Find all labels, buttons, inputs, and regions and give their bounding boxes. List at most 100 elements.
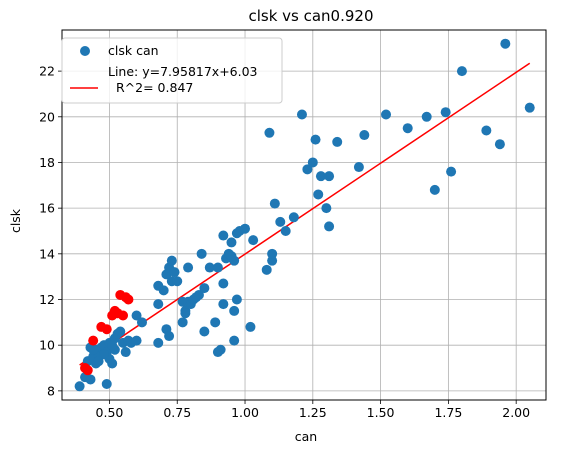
data-point: [226, 251, 237, 262]
data-point: [210, 317, 221, 328]
x-tick-label: 1.00: [231, 405, 259, 420]
data-point: [229, 335, 240, 346]
data-point: [269, 198, 280, 209]
data-point: [440, 107, 451, 118]
data-point: [120, 347, 131, 358]
data-point: [99, 349, 110, 360]
data-point: [204, 262, 215, 273]
legend-scatter-marker: [80, 46, 90, 56]
data-point: [199, 326, 210, 337]
x-tick-label: 1.75: [434, 405, 462, 420]
data-point: [332, 136, 343, 147]
legend-line-label: Line: y=7.95817x+6.03: [108, 64, 258, 79]
data-point: [421, 111, 432, 122]
data-point: [153, 337, 164, 348]
points-layer: [74, 38, 535, 392]
data-point: [324, 221, 335, 232]
x-tick-label: 2.00: [502, 405, 530, 420]
data-point: [215, 344, 226, 355]
chart-title: clsk vs can0.920: [248, 7, 373, 25]
legend: clsk can Line: y=7.95817x+6.03 R^2= 0.84…: [61, 37, 283, 104]
data-point: [169, 267, 180, 278]
data-point: [313, 189, 324, 200]
data-point: [261, 264, 272, 275]
data-point: [267, 248, 278, 259]
legend-frame: [61, 37, 283, 104]
data-point: [359, 130, 370, 141]
highlight-point: [101, 324, 112, 335]
data-point: [218, 299, 229, 310]
data-point: [229, 305, 240, 316]
data-point: [264, 127, 275, 138]
y-axis-ticks: 8 10 12 14 16 18 20 22: [39, 64, 62, 398]
x-tick-label: 1.25: [299, 405, 327, 420]
data-point: [164, 331, 175, 342]
data-point: [199, 283, 210, 294]
data-point: [115, 326, 126, 337]
data-point: [218, 230, 229, 241]
data-point: [226, 237, 237, 248]
y-tick-label: 20: [39, 109, 55, 124]
data-point: [107, 358, 118, 369]
data-point: [74, 381, 85, 392]
x-axis-ticks: 0.50 0.75 1.00 1.25 1.50 1.75 2.00: [96, 400, 530, 420]
data-point: [500, 38, 511, 49]
data-point: [180, 308, 191, 319]
data-point: [248, 235, 259, 246]
y-tick-label: 10: [39, 338, 55, 353]
data-point: [324, 171, 335, 182]
x-axis-label: can: [295, 429, 317, 444]
y-tick-label: 22: [39, 64, 55, 79]
data-point: [456, 66, 467, 77]
data-point: [353, 162, 364, 173]
data-point: [315, 171, 326, 182]
data-point: [307, 157, 318, 168]
data-point: [218, 278, 229, 289]
data-point: [240, 223, 251, 234]
y-tick-label: 8: [47, 383, 55, 398]
data-point: [267, 255, 278, 266]
data-point: [131, 310, 142, 321]
data-point: [429, 184, 440, 195]
data-point: [85, 374, 96, 385]
data-point: [302, 164, 313, 175]
data-point: [446, 166, 457, 177]
y-tick-label: 18: [39, 155, 55, 170]
x-tick-label: 0.75: [163, 405, 191, 420]
highlight-point: [123, 294, 134, 305]
data-point: [275, 216, 286, 227]
y-axis-label: clsk: [8, 208, 23, 233]
data-point: [136, 317, 147, 328]
data-point: [524, 102, 535, 113]
data-point: [153, 280, 164, 291]
data-point: [153, 299, 164, 310]
data-point: [245, 321, 256, 332]
highlight-point: [88, 335, 99, 346]
y-tick-label: 14: [39, 246, 55, 261]
data-point: [280, 225, 291, 236]
data-point: [310, 134, 321, 145]
legend-scatter-label: clsk can: [108, 43, 159, 58]
data-point: [402, 123, 413, 134]
legend-r2-label: R^2= 0.847: [116, 80, 193, 95]
data-point: [172, 276, 183, 287]
data-point: [107, 340, 118, 351]
x-tick-label: 0.50: [96, 405, 124, 420]
data-point: [494, 139, 505, 150]
plot-area-frame: [61, 29, 547, 401]
x-tick-label: 1.50: [367, 405, 395, 420]
highlight-point: [118, 310, 129, 321]
data-point: [381, 109, 392, 120]
y-tick-label: 12: [39, 292, 55, 307]
fit-line-layer: [79, 62, 531, 366]
y-tick-label: 16: [39, 201, 55, 216]
data-point: [212, 262, 223, 273]
data-point: [101, 379, 112, 390]
data-point: [166, 255, 177, 266]
data-point: [131, 335, 142, 346]
data-point: [177, 317, 188, 328]
data-point: [296, 109, 307, 120]
data-point: [288, 212, 299, 223]
data-point: [321, 203, 332, 214]
